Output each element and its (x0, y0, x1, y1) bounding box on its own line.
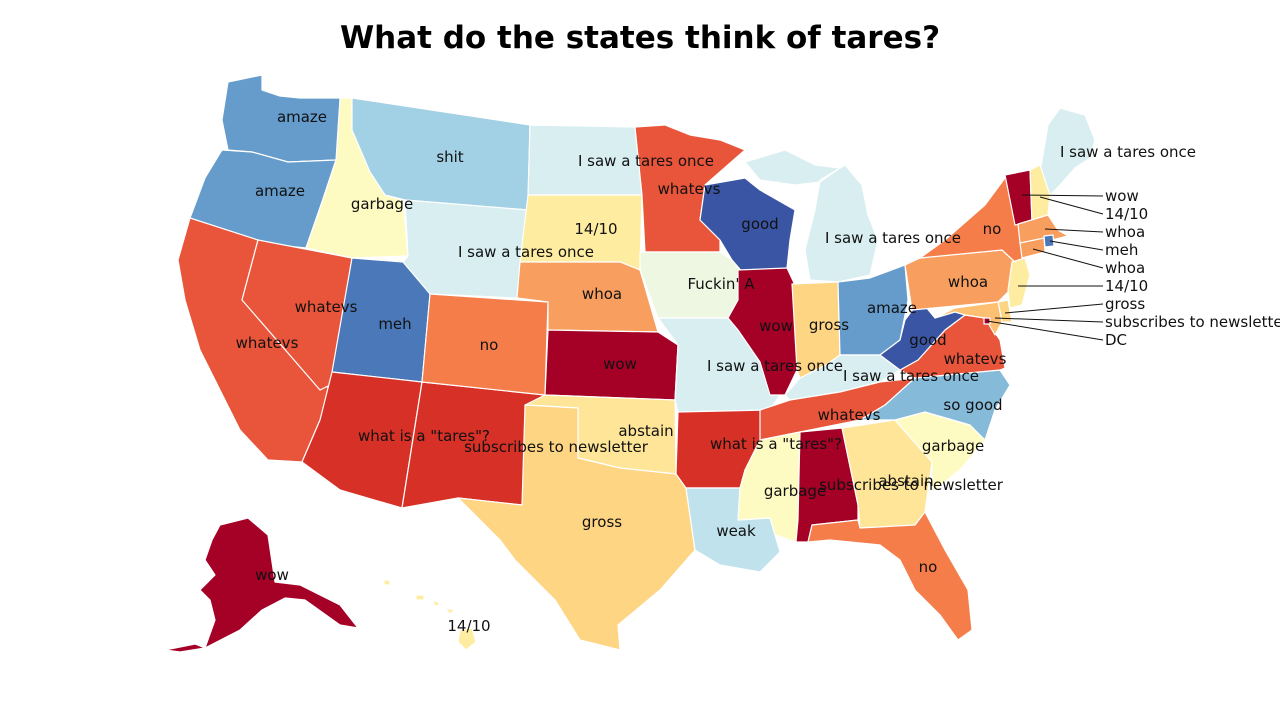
lbl-mn: whatevs (658, 180, 721, 198)
leader-nh (1039, 196, 1104, 215)
northeast-callouts: wow 14/10 whoa meh whoa 14/10 gross subs… (986, 187, 1280, 349)
leader-ri (1049, 240, 1104, 251)
leader-dc (986, 320, 1104, 341)
states-layer (164, 74, 1096, 653)
state-alaska[interactable] (164, 517, 359, 653)
state-texas[interactable] (457, 404, 696, 651)
state-illinois[interactable] (727, 267, 798, 396)
state-maryland[interactable] (934, 301, 1003, 336)
lbl-tn: whatevs (818, 406, 881, 424)
lbl-ne: whoa (582, 285, 622, 303)
lbl-az: what is a "tares"? (358, 427, 490, 445)
lbl-al: subscribes to newsletter (819, 476, 1004, 494)
state-michigan[interactable] (744, 149, 879, 283)
state-west-virginia[interactable] (879, 299, 966, 371)
state-maine[interactable] (1039, 107, 1096, 196)
leader-ma (1044, 228, 1104, 233)
leader-de (1004, 303, 1104, 314)
lbl-ks: wow (603, 355, 637, 373)
state-hawaii[interactable] (383, 579, 477, 651)
lbl-wy: I saw a tares once (458, 243, 594, 261)
lbl-ca: whatevs (236, 334, 299, 352)
lbl-mo: I saw a tares once (707, 357, 843, 375)
callout-ct: whoa (1105, 259, 1145, 277)
callout-ri: meh (1105, 241, 1138, 259)
lbl-me: I saw a tares once (1060, 143, 1196, 161)
lbl-va: whatevs (944, 350, 1007, 368)
lbl-ak: wow (255, 566, 289, 584)
lbl-co: no (480, 336, 499, 354)
lbl-nd: I saw a tares once (578, 152, 714, 170)
lbl-ut: meh (378, 315, 411, 333)
lbl-la: weak (716, 522, 756, 540)
lbl-in: gross (809, 316, 849, 334)
lbl-ok: abstain (618, 422, 673, 440)
lbl-nv: whatevs (295, 298, 358, 316)
lbl-nm: subscribes to newsletter (464, 438, 649, 456)
callout-nh: 14/10 (1105, 205, 1148, 223)
callout-vt: wow (1105, 187, 1139, 205)
lbl-nc: so good (943, 396, 1002, 414)
lbl-sd: 14/10 (574, 220, 617, 238)
state-new-hampshire[interactable] (1029, 164, 1051, 223)
lbl-tx: gross (582, 513, 622, 531)
lbl-mi: I saw a tares once (825, 229, 961, 247)
lbl-or: amaze (255, 182, 305, 200)
leader-vt (1021, 194, 1104, 197)
callout-md: subscribes to newsletter (1105, 313, 1280, 331)
lbl-il: wow (759, 317, 793, 335)
lbl-ky: I saw a tares once (843, 367, 979, 385)
lbl-ny: no (983, 220, 1002, 238)
lbl-sc: garbage (922, 437, 984, 455)
state-new-jersey[interactable] (1007, 257, 1031, 309)
callout-de: gross (1105, 295, 1145, 313)
lbl-ar: what is a "tares"? (710, 435, 842, 453)
lbl-fl: no (919, 558, 938, 576)
lbl-ia: Fuckin' A (687, 275, 755, 293)
leader-md (994, 317, 1104, 323)
callout-ma: whoa (1105, 223, 1145, 241)
callout-dc: DC (1105, 331, 1127, 349)
lbl-wv: good (909, 331, 946, 349)
callout-nj: 14/10 (1105, 277, 1148, 295)
state-labels: amaze amaze whatevs whatevs garbage shit… (236, 108, 1196, 635)
state-florida[interactable] (807, 511, 973, 641)
lbl-pa: whoa (948, 273, 988, 291)
lbl-ms: garbage (764, 482, 826, 500)
lbl-oh: amaze (867, 299, 917, 317)
lbl-wa: amaze (277, 108, 327, 126)
lbl-ga: abstain (878, 472, 933, 490)
leader-ct (1032, 248, 1104, 269)
map-title: What do the states think of tares? (339, 20, 941, 56)
lbl-mt: shit (436, 148, 463, 166)
lbl-wi: good (741, 215, 778, 233)
lbl-id: garbage (351, 195, 413, 213)
lbl-hi: 14/10 (447, 617, 490, 635)
